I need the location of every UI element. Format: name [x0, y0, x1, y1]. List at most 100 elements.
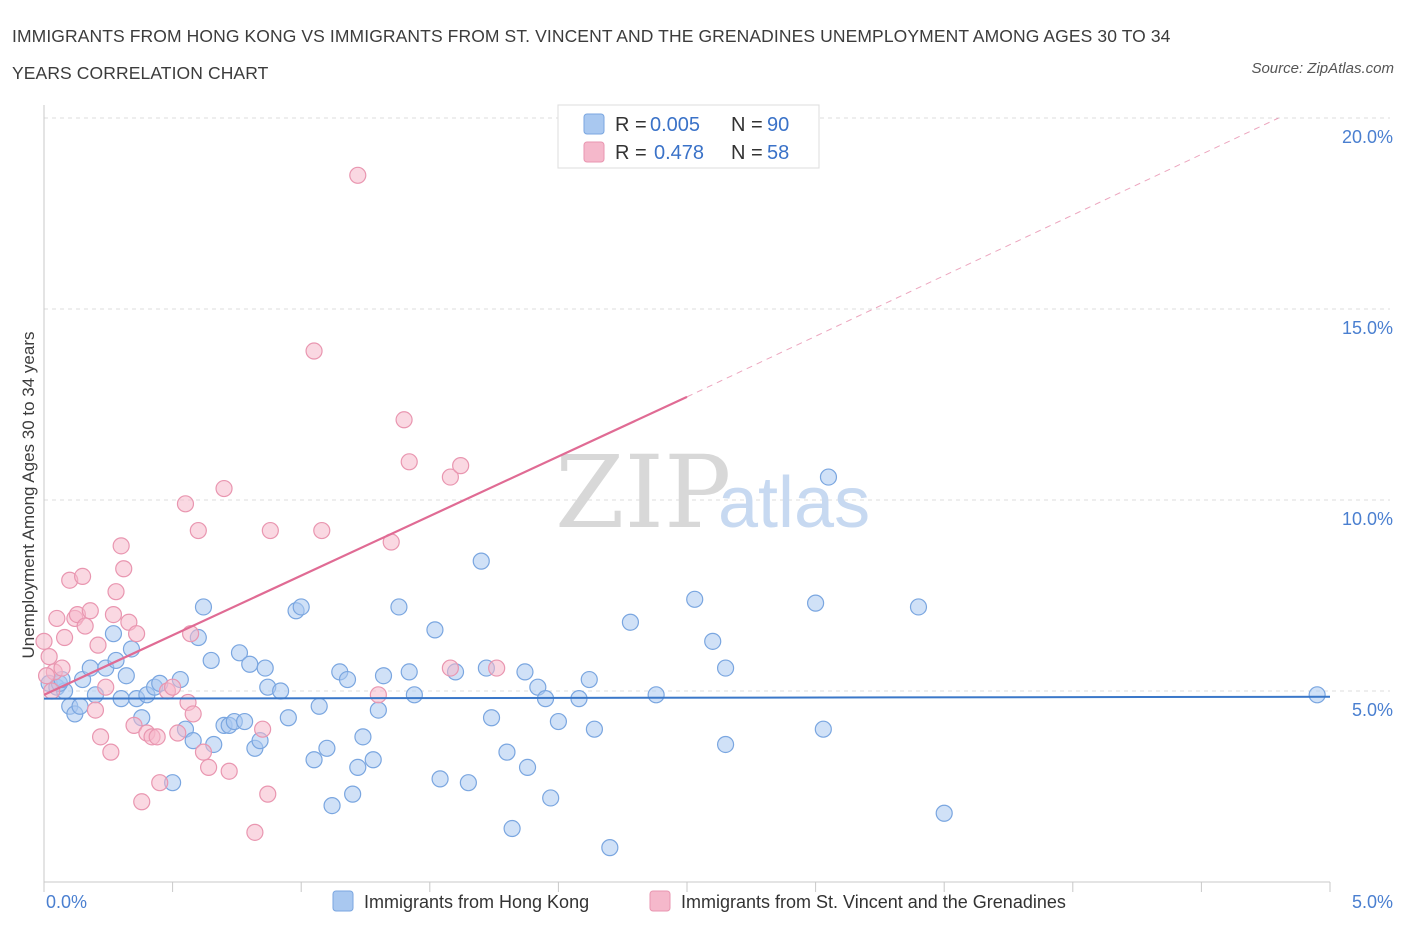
hong-kong-point-67 — [518, 758, 537, 777]
hong-kong-point-36 — [256, 659, 274, 677]
hong-kong-point-86 — [935, 804, 953, 822]
hong-kong-point-82 — [806, 594, 825, 612]
hong-kong-point-33 — [241, 655, 259, 673]
source-label: Source: ZipAtlas.com — [1251, 60, 1394, 77]
tick-labels: 5.0% 10.0% 15.0% 20.0% 0.0% 5.0% — [46, 127, 1393, 912]
hong-kong-point-65 — [503, 819, 521, 838]
st-vincent-point-36 — [189, 521, 207, 540]
hong-kong-point-42 — [305, 751, 323, 769]
legend-swatch-pink — [583, 141, 605, 163]
st-vincent-point-27 — [148, 728, 166, 746]
hong-kong-point-56 — [405, 686, 423, 704]
hong-kong-point-80 — [716, 659, 735, 677]
watermark-zip: ZIP — [555, 434, 731, 551]
hong-kong-point-63 — [482, 709, 501, 727]
series-st-vincent-points — [35, 166, 506, 841]
hong-kong-point-83 — [814, 720, 832, 738]
legend-n-value-1: 90 — [767, 114, 789, 136]
st-vincent-point-42 — [254, 720, 272, 738]
legend-swatch-blue — [583, 113, 605, 135]
hong-kong-point-50 — [354, 728, 372, 746]
bottom-legend-swatch-pink — [649, 890, 671, 912]
st-vincent-point-35 — [184, 705, 202, 723]
st-vincent-point-56 — [37, 667, 56, 685]
axes — [43, 105, 1331, 892]
st-vincent-point-20 — [115, 560, 133, 578]
legend-r-value-2: 0.478 — [654, 142, 704, 164]
st-vincent-point-1 — [40, 648, 58, 666]
st-vincent-point-15 — [97, 678, 115, 696]
hong-kong-point-76 — [621, 613, 640, 631]
st-vincent-point-16 — [102, 743, 120, 761]
hong-kong-point-58 — [431, 770, 449, 788]
st-vincent-point-47 — [349, 166, 367, 184]
st-vincent-point-11 — [81, 602, 99, 620]
hong-kong-point-25 — [194, 598, 213, 616]
series-hong-kong-points — [40, 468, 1326, 857]
st-vincent-point-13 — [89, 636, 107, 654]
st-vincent-point-51 — [400, 453, 418, 471]
correlation-legend: R = 0.005 N = 90 R = 0.478 N = 58 — [557, 104, 820, 169]
hong-kong-point-45 — [323, 796, 341, 815]
st-vincent-point-37 — [194, 743, 213, 761]
st-vincent-point-22 — [125, 716, 143, 734]
st-vincent-point-44 — [261, 521, 279, 540]
watermark-atlas: atlas — [718, 463, 870, 543]
st-vincent-point-54 — [441, 659, 459, 677]
st-vincent-point-10 — [76, 617, 94, 635]
hong-kong-point-10 — [104, 625, 123, 643]
bottom-legend-swatch-blue — [332, 890, 354, 912]
st-vincent-point-46 — [313, 521, 331, 540]
y-tick-label-1: 10.0% — [1342, 509, 1393, 529]
hong-kong-point-54 — [390, 598, 408, 616]
x-tick-label-1: 5.0% — [1352, 892, 1393, 912]
bottom-legend-label-st-vincent: Immigrants from St. Vincent and the Gren… — [681, 892, 1066, 912]
st-vincent-point-39 — [215, 479, 233, 498]
hong-kong-point-44 — [318, 739, 336, 757]
st-vincent-point-34 — [182, 625, 200, 643]
hong-kong-point-84 — [819, 468, 838, 486]
st-vincent-point-53 — [452, 457, 470, 475]
st-vincent-point-45 — [305, 342, 323, 360]
trend-lines — [43, 117, 1331, 700]
st-vincent-point-24 — [133, 793, 151, 811]
st-vincent-point-41 — [246, 823, 264, 841]
y-tick-label-3: 20.0% — [1342, 127, 1393, 147]
st-vincent-point-12 — [86, 701, 105, 719]
hong-kong-point-75 — [601, 839, 619, 857]
hong-kong-point-87 — [1308, 686, 1326, 704]
chart-title: IMMIGRANTS FROM HONG KONG VS IMMIGRANTS … — [12, 26, 1171, 83]
hong-kong-point-66 — [516, 663, 534, 681]
st-vincent-point-23 — [127, 625, 146, 643]
st-vincent-point-28 — [151, 774, 169, 792]
hong-kong-point-23 — [184, 732, 202, 750]
st-vincent-point-55 — [488, 659, 506, 677]
watermark: ZIP atlas — [555, 434, 870, 551]
st-vincent-point-5 — [55, 628, 74, 647]
hong-kong-point-51 — [364, 751, 382, 769]
hong-kong-point-41 — [292, 598, 310, 616]
st-vincent-point-17 — [104, 605, 123, 624]
bottom-legend-label-hong-kong: Immigrants from Hong Kong — [364, 892, 589, 912]
st-vincent-point-40 — [220, 762, 238, 780]
st-vincent-point-9 — [73, 567, 92, 586]
legend-n-value-2: 58 — [767, 142, 789, 164]
hong-kong-point-47 — [338, 670, 357, 689]
st-vincent-point-0 — [35, 632, 53, 650]
hong-kong-point-77 — [647, 686, 665, 704]
hong-kong-trend-line — [43, 695, 1331, 700]
hong-kong-point-39 — [279, 709, 297, 727]
hong-kong-point-26 — [202, 651, 220, 670]
hong-kong-point-57 — [426, 621, 444, 639]
series-legend: Immigrants from Hong Kong Immigrants fro… — [332, 890, 1066, 912]
st-vincent-point-14 — [91, 728, 110, 746]
st-vincent-point-38 — [200, 758, 218, 777]
legend-r-label-2: R = — [615, 142, 647, 164]
st-vincent-point-43 — [259, 785, 277, 803]
x-tick-label-0: 0.0% — [46, 892, 87, 912]
hong-kong-point-70 — [542, 789, 560, 807]
hong-kong-point-13 — [117, 667, 135, 685]
hong-kong-point-74 — [585, 720, 604, 738]
hong-kong-point-79 — [704, 632, 722, 650]
st-vincent-trend-line — [43, 395, 688, 696]
